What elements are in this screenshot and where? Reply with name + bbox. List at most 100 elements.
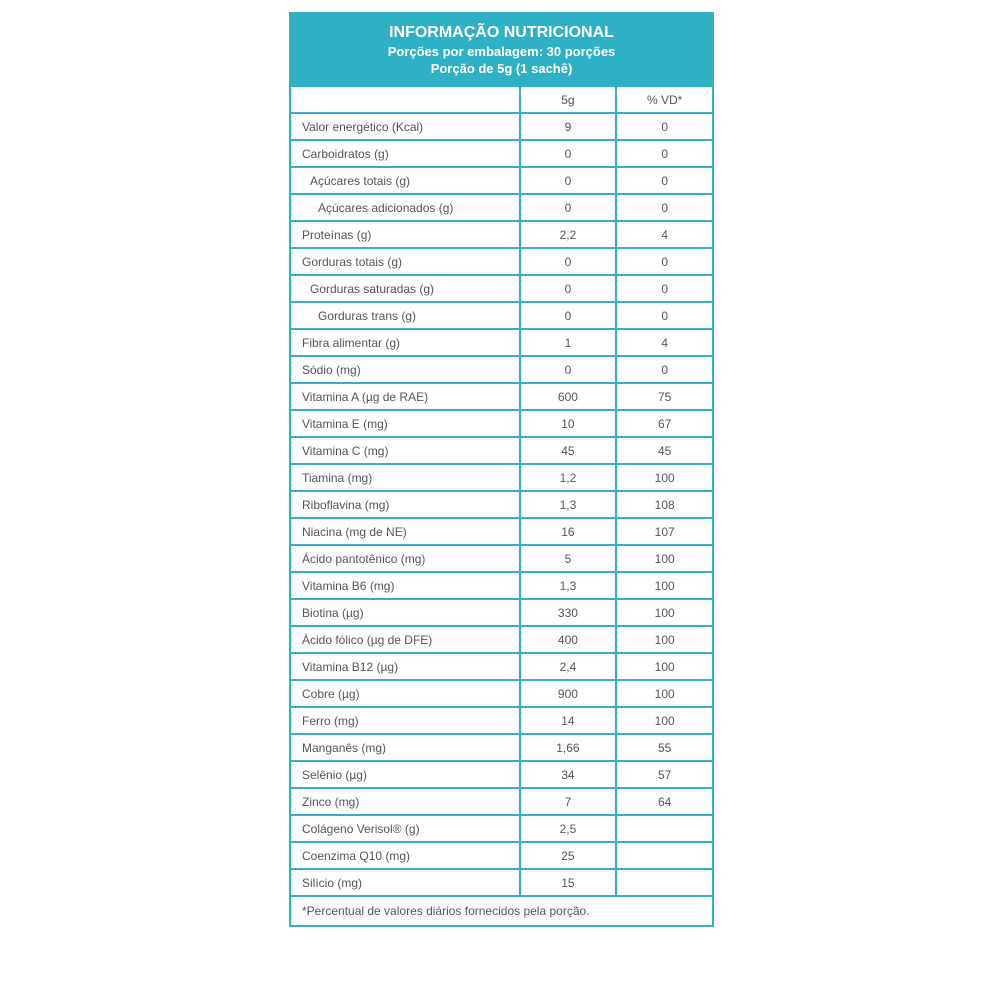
nutrient-amount: 900 [518,679,618,708]
nutrient-label: Gorduras trans (g) [291,301,521,330]
table-row: Gorduras saturadas (g) 0 0 [291,274,712,303]
table-row: Niacina (mg de NE) 16 107 [291,517,712,546]
nutrient-label: Ácido pantotênico (mg) [291,544,521,573]
nutrient-amount: 0 [518,301,618,330]
table-row: Vitamina E (mg) 10 67 [291,409,712,438]
nutrient-vd: 100 [615,706,712,735]
table-row: Coenzima Q10 (mg) 25 [291,841,712,870]
table-row: Açúcares totais (g) 0 0 [291,166,712,195]
table-row: Vitamina B6 (mg) 1,3 100 [291,571,712,600]
nutrient-label: Riboflavina (mg) [291,490,521,519]
nutrient-amount: 0 [518,247,618,276]
nutrient-label: Fibra alimentar (g) [291,328,521,357]
nutrient-amount: 9 [518,112,618,141]
nutrient-label: Tiamina (mg) [291,463,521,492]
table-row: Ácido fólico (µg de DFE) 400 100 [291,625,712,654]
table-row: Gorduras trans (g) 0 0 [291,301,712,330]
nutrient-amount: 0 [518,139,618,168]
table-row: Vitamina C (mg) 45 45 [291,436,712,465]
nutrient-vd [615,814,712,843]
column-header-amount: 5g [518,87,618,114]
nutrient-vd: 57 [615,760,712,789]
table-row: Açúcares adicionados (g) 0 0 [291,193,712,222]
nutrition-table: INFORMAÇÃO NUTRICIONAL Porções por embal… [289,12,714,927]
column-header-nutrient [291,87,521,114]
nutrient-amount: 2,2 [518,220,618,249]
nutrient-vd: 55 [615,733,712,762]
footnote: *Percentual de valores diários fornecido… [302,904,590,918]
portion-size: Porção de 5g (1 sachê) [430,61,573,76]
nutrient-vd: 100 [615,571,712,600]
nutrient-amount: 0 [518,274,618,303]
nutrient-amount: 7 [518,787,618,816]
nutrient-label: Selênio (µg) [291,760,521,789]
table-row: Ferro (mg) 14 100 [291,706,712,735]
nutrient-label: Cobre (µg) [291,679,521,708]
nutrient-vd: 0 [615,355,712,384]
nutrient-label: Zinco (mg) [291,787,521,816]
nutrient-amount: 34 [518,760,618,789]
nutrient-amount: 2,4 [518,652,618,681]
nutrient-label: Carboidratos (g) [291,139,521,168]
nutrient-label: Açúcares adicionados (g) [291,193,521,222]
table-row: Zinco (mg) 7 64 [291,787,712,816]
nutrient-amount: 330 [518,598,618,627]
table-row: Fibra alimentar (g) 1 4 [291,328,712,357]
nutrient-amount: 0 [518,193,618,222]
nutrient-vd: 100 [615,652,712,681]
nutrient-vd: 4 [615,220,712,249]
nutrient-vd [615,868,712,897]
nutrient-vd: 4 [615,328,712,357]
nutrient-amount: 14 [518,706,618,735]
servings-per-package: Porções por embalagem: 30 porções [387,44,616,59]
nutrient-vd: 100 [615,598,712,627]
table-row: Vitamina A (µg de RAE) 600 75 [291,382,712,411]
table-title: INFORMAÇÃO NUTRICIONAL [389,24,614,41]
table-row: Riboflavina (mg) 1,3 108 [291,490,712,519]
nutrient-label: Valor energético (Kcal) [291,112,521,141]
nutrient-grid: 5g % VD* Valor energético (Kcal) 9 0 Carboi… [291,87,712,897]
nutrient-label: Vitamina B6 (mg) [291,571,521,600]
nutrient-amount: 15 [518,868,618,897]
nutrient-vd: 67 [615,409,712,438]
nutrient-label: Niacina (mg de NE) [291,517,521,546]
nutrient-label: Açúcares totais (g) [291,166,521,195]
nutrient-amount: 600 [518,382,618,411]
nutrient-label: Biotina (µg) [291,598,521,627]
table-header: INFORMAÇÃO NUTRICIONAL Porções por embal… [291,14,712,87]
table-row: Silício (mg) 15 [291,868,712,897]
nutrient-amount: 45 [518,436,618,465]
table-row: Proteínas (g) 2,2 4 [291,220,712,249]
nutrient-vd: 64 [615,787,712,816]
nutrient-label: Coenzima Q10 (mg) [291,841,521,870]
nutrient-vd: 0 [615,166,712,195]
nutrient-amount: 25 [518,841,618,870]
column-header-row: 5g % VD* [291,87,712,114]
nutrient-vd: 100 [615,625,712,654]
table-row: Tiamina (mg) 1,2 100 [291,463,712,492]
nutrient-amount: 16 [518,517,618,546]
table-row: Biotina (µg) 330 100 [291,598,712,627]
nutrient-vd: 0 [615,301,712,330]
nutrient-vd [615,841,712,870]
table-row: Sódio (mg) 0 0 [291,355,712,384]
nutrient-vd: 0 [615,193,712,222]
nutrient-vd: 100 [615,679,712,708]
nutrient-amount: 1,3 [518,571,618,600]
table-row: Valor energético (Kcal) 9 0 [291,112,712,141]
nutrient-amount: 1,3 [518,490,618,519]
nutrient-vd: 100 [615,463,712,492]
table-row: Carboidratos (g) 0 0 [291,139,712,168]
nutrient-amount: 1,2 [518,463,618,492]
nutrient-label: Sódio (mg) [291,355,521,384]
nutrient-amount: 2,5 [518,814,618,843]
nutrient-label: Vitamina E (mg) [291,409,521,438]
table-row: Colágeno Verisol® (g) 2,5 [291,814,712,843]
nutrient-vd: 75 [615,382,712,411]
nutrient-vd: 0 [615,247,712,276]
table-row: Gorduras totais (g) 0 0 [291,247,712,276]
nutrient-amount: 1 [518,328,618,357]
nutrient-label: Ácido fólico (µg de DFE) [291,625,521,654]
nutrient-label: Gorduras totais (g) [291,247,521,276]
nutrient-vd: 0 [615,139,712,168]
